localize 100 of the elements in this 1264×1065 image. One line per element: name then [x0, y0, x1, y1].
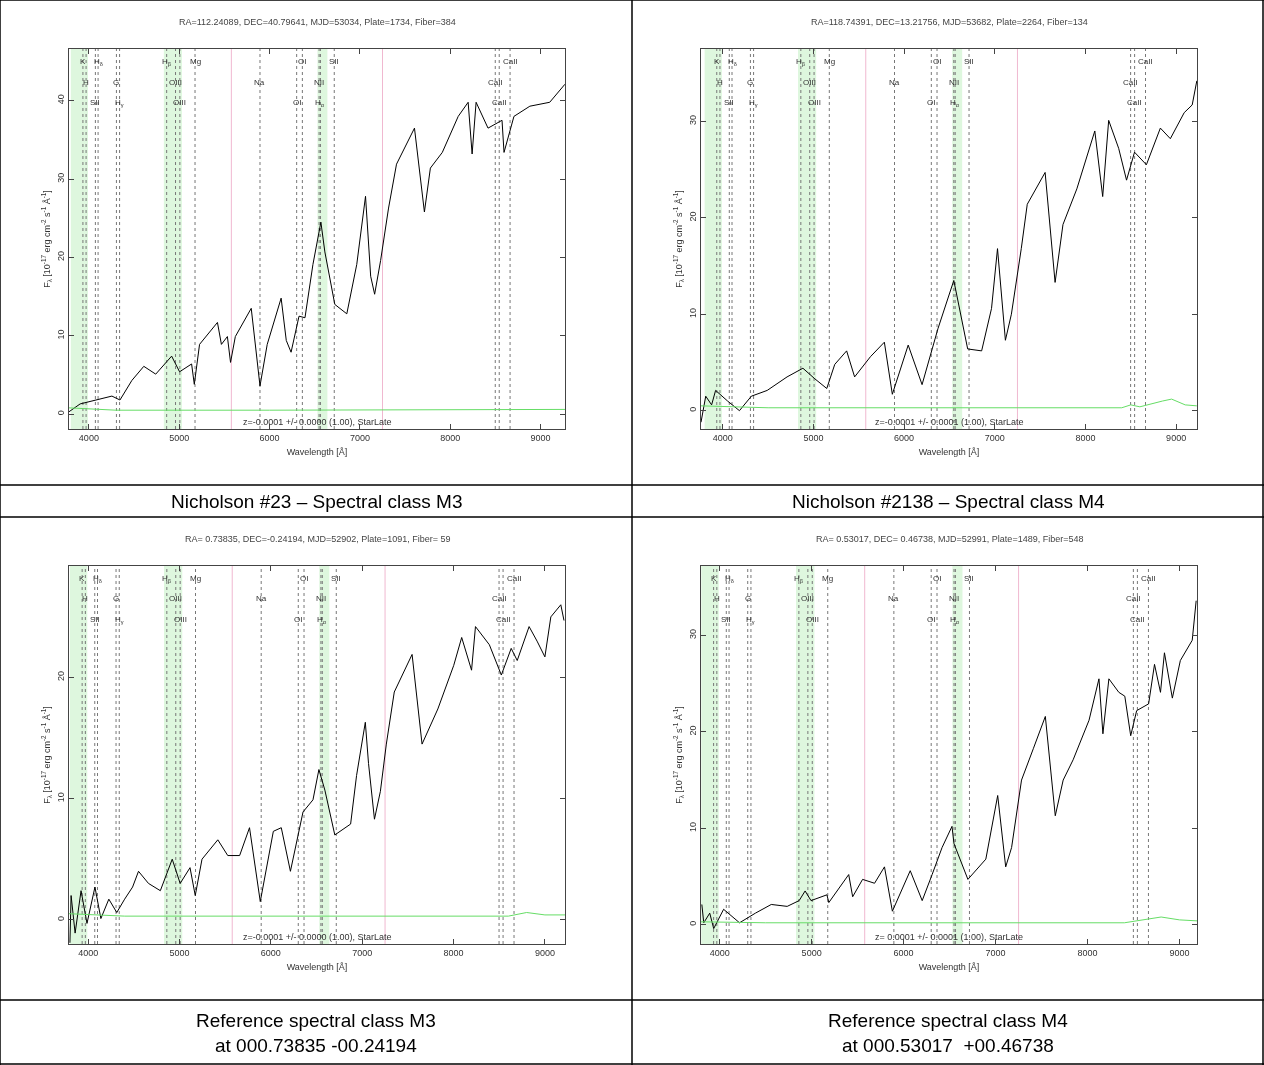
x-tick-label: 9000	[534, 947, 555, 958]
x-tick-label: 5000	[169, 947, 190, 958]
y-tick-label: 0	[56, 410, 67, 416]
ref-line-label: H$_{δ}$	[93, 574, 102, 584]
ref-line-label: Mg	[190, 57, 202, 66]
x-tick-label: 9000	[530, 432, 551, 443]
ref-line-label: OIII	[173, 98, 186, 107]
y-tick-label: 0	[56, 915, 67, 921]
chart-title: RA=118.74391, DEC=13.21756, MJD=53682, Plate=2264, Fiber=134	[811, 17, 1088, 27]
x-tick-label: 6000	[260, 947, 281, 958]
ref-line-label: SII	[329, 57, 339, 66]
ref-line-label: NII	[316, 594, 327, 603]
chart-title: RA= 0.73835, DEC=-0.24194, MJD=52902, Plate=1091, Fiber= 59	[185, 534, 451, 544]
ref-line-label: SII	[724, 98, 734, 107]
x-tick-label: 6000	[893, 947, 914, 958]
x-tick-label: 5000	[803, 432, 824, 443]
text: Nicholson #2138 – Spectral class M4	[792, 491, 1106, 512]
x-tick-label: 9000	[1166, 432, 1187, 443]
ref-line-label: CaII	[1130, 615, 1145, 624]
x-tick-label: 5000	[801, 947, 822, 958]
text: Reference spectral class M4 at 000.53017 +00.46738	[828, 1010, 1069, 1056]
ref-line-label: H	[714, 594, 720, 603]
x-tick-label: 7000	[985, 947, 1006, 958]
ref-line-label: G	[747, 78, 754, 87]
ref-line-label: OIII	[806, 615, 819, 624]
y-tick-label: 10	[56, 329, 67, 340]
y-tick-label: 20	[56, 671, 67, 682]
y-tick-label: 30	[688, 629, 699, 640]
ref-line-label: H	[82, 594, 88, 603]
ref-line-label: OIII	[803, 78, 816, 87]
ref-line-label: OI	[293, 98, 302, 107]
ref-line-label: OIII	[169, 78, 182, 87]
ref-line-label: OI	[300, 574, 309, 583]
ref-line-label: H$_{α}$	[317, 615, 327, 625]
text: Nicholson #23 – Spectral class M3	[171, 491, 463, 512]
ref-line-label: Na	[889, 78, 900, 87]
chart-title: RA= 0.53017, DEC= 0.46738, MJD=52991, Plate=1489, Fiber=548	[816, 534, 1084, 544]
x-tick-label: 4000	[712, 432, 733, 443]
ref-line-label: CaII	[503, 57, 518, 66]
x-axis-title: Wavelength [Å]	[918, 961, 980, 972]
ref-line-label: H$_{δ}$	[728, 57, 737, 67]
chart-title: RA=112.24089, DEC=40.79641, MJD=53034, Plate=1734, Fiber=384	[179, 17, 456, 27]
x-tick-label: 6000	[259, 432, 280, 443]
ref-line-label: H	[717, 78, 723, 87]
ref-line-label: G	[745, 594, 752, 603]
ref-line-label: SII	[964, 57, 974, 66]
ref-line-label: K	[714, 57, 720, 66]
ref-line-label: H	[83, 78, 89, 87]
ref-line-label: Mg	[190, 574, 202, 583]
ref-line-label: H$_{β}$	[162, 57, 171, 67]
y-tick-label: 30	[56, 172, 67, 183]
x-tick-label: 6000	[894, 432, 915, 443]
ref-line-label: H$_{γ}$	[746, 615, 755, 625]
ref-line-label: OI	[298, 57, 307, 66]
y-tick-label: 10	[688, 307, 699, 318]
y-tick-label: 20	[56, 251, 67, 262]
ref-line-label: CaII	[488, 78, 503, 87]
ref-line-label: CaII	[1141, 574, 1156, 583]
y-tick-label: 10	[688, 821, 699, 832]
ref-line-label: G	[113, 594, 120, 603]
ref-line-label: K	[80, 57, 86, 66]
x-tick-label: 7000	[349, 432, 370, 443]
ref-line-label: H$_{γ}$	[115, 615, 124, 625]
ref-line-label: Na	[254, 78, 265, 87]
ref-line-label: NII	[314, 78, 325, 87]
ref-line-label: H$_{α}$	[950, 98, 960, 108]
x-tick-label: 4000	[78, 947, 99, 958]
ref-line-label: H$_{β}$	[794, 574, 803, 584]
x-axis-title: Wavelength [Å]	[286, 446, 348, 457]
ref-line-label: G	[113, 78, 120, 87]
ref-line-label: Na	[888, 594, 899, 603]
ref-line-label: OI	[294, 615, 303, 624]
x-axis-title: Wavelength [Å]	[286, 961, 348, 972]
ref-line-label: H$_{γ}$	[749, 98, 758, 108]
ref-line-label: OIII	[169, 594, 182, 603]
annotation: z=-0.0001 +/- 0.0001 (1.00), StarLate	[875, 417, 1024, 427]
ref-line-label: H$_{α}$	[315, 98, 325, 108]
ref-line-label: OI	[933, 574, 942, 583]
y-tick-label: 20	[688, 725, 699, 736]
ref-line-label: SII	[964, 574, 974, 583]
annotation: z=-0.0001 +/- 0.0000 (1.00), StarLate	[243, 417, 392, 427]
y-tick-label: 0	[688, 406, 699, 412]
ref-line-label: CaII	[507, 574, 522, 583]
ref-line-label: SII	[90, 615, 100, 624]
y-tick-label: 40	[56, 94, 67, 105]
annotation: z=-0.0001 +/- 0.0000 (1.00), StarLate	[243, 932, 392, 942]
ref-line-label: H$_{δ}$	[725, 574, 734, 584]
ref-line-label: Mg	[822, 574, 834, 583]
ref-line-label: H$_{β}$	[796, 57, 805, 67]
ref-line-label: CaII	[1127, 98, 1142, 107]
ref-line-label: CaII	[1123, 78, 1138, 87]
y-tick-label: 20	[688, 211, 699, 222]
y-tick-label: 0	[688, 920, 699, 926]
ref-line-label: SII	[90, 98, 100, 107]
ref-line-label: K	[711, 574, 717, 583]
x-tick-label: 8000	[1075, 432, 1096, 443]
ref-line-label: OIII	[801, 594, 814, 603]
annotation: z= 0.0001 +/- 0.0001 (1.00), StarLate	[875, 932, 1024, 942]
y-tick-label: 10	[56, 792, 67, 803]
ref-line-label: H$_{γ}$	[115, 98, 124, 108]
